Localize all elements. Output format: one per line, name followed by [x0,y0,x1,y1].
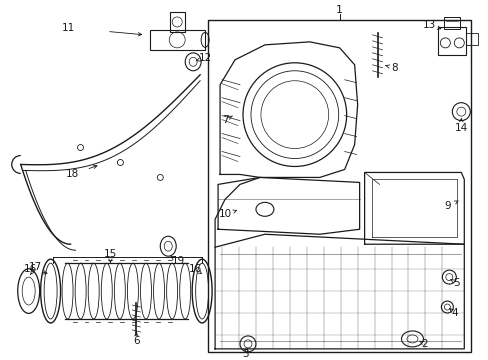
Bar [170,12,185,32]
Text: 16: 16 [24,264,37,274]
Text: 3: 3 [241,349,248,359]
Text: 2: 2 [420,339,427,349]
Text: 15: 15 [103,249,117,259]
Text: 16: 16 [188,264,202,274]
Text: 17: 17 [29,262,42,272]
Text: 13: 13 [422,20,435,30]
Bar [437,27,466,55]
Text: 5: 5 [452,278,459,288]
Text: 8: 8 [390,63,397,73]
Bar [150,30,204,50]
Bar [466,33,477,45]
Text: 4: 4 [450,308,457,318]
Text: 7: 7 [221,114,228,125]
Text: 11: 11 [62,23,75,33]
Text: 10: 10 [218,209,231,219]
Text: 1: 1 [336,5,343,15]
Bar [208,20,470,352]
Text: 18: 18 [66,170,79,179]
Text: 14: 14 [454,123,467,132]
Text: 6: 6 [133,336,140,346]
Text: 9: 9 [443,201,450,211]
Bar [444,17,459,29]
Text: 12: 12 [198,53,211,63]
Text: 19: 19 [171,256,184,266]
